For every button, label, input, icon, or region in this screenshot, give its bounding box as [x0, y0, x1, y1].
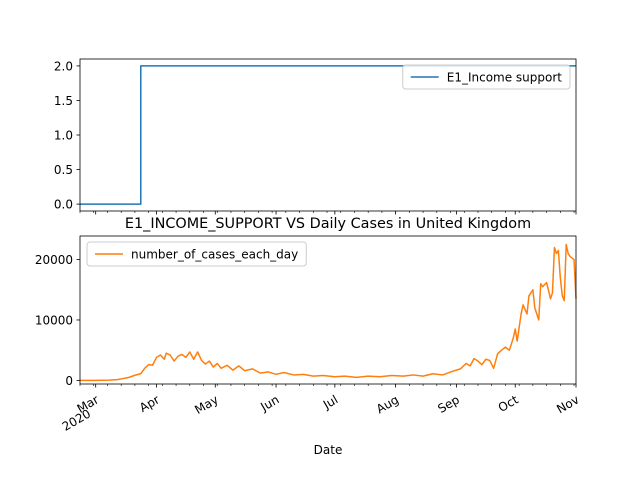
- top-y-tick-label: 0.5: [54, 163, 73, 177]
- top-legend-box: [402, 64, 571, 90]
- top-y-tick-label: 2.0: [54, 59, 73, 73]
- chart-title: E1_INCOME_SUPPORT VS Daily Cases in Unit…: [125, 216, 531, 232]
- bottom-axes-frame: [79, 235, 577, 385]
- bottom-y-axis: 0 10000 20000: [35, 253, 80, 388]
- top-series-layer: [80, 65, 576, 205]
- top-y-tick-label: 0.0: [54, 198, 73, 212]
- top-panel: 0.0 0.5 1.0 1.5 2.0 E1_Income support: [54, 58, 577, 215]
- top-y-tick-label: 1.5: [54, 94, 73, 108]
- bottom-y-tick-label: 0: [65, 374, 73, 388]
- top-y-tick-label: 1.0: [54, 129, 73, 143]
- bottom-legend: number_of_cases_each_day: [86, 241, 307, 267]
- top-series-line: [80, 65, 576, 205]
- top-y-axis: 0.0 0.5 1.0 1.5 2.0: [54, 59, 80, 212]
- bottom-legend-box: [86, 241, 307, 267]
- bottom-series-layer: [79, 243, 577, 382]
- top-legend-label: E1_Income support: [447, 71, 563, 85]
- bottom-y-tick-label: 20000: [35, 253, 73, 267]
- x-tick-label-jul: Jul: [320, 392, 340, 412]
- bottom-series-line: [79, 243, 577, 382]
- top-legend: E1_Income support: [402, 64, 571, 90]
- bottom-legend-label: number_of_cases_each_day: [131, 248, 298, 262]
- top-x-axis: [79, 211, 577, 215]
- bottom-y-tick-label: 10000: [35, 313, 73, 327]
- x-axis-label: Date: [314, 443, 343, 457]
